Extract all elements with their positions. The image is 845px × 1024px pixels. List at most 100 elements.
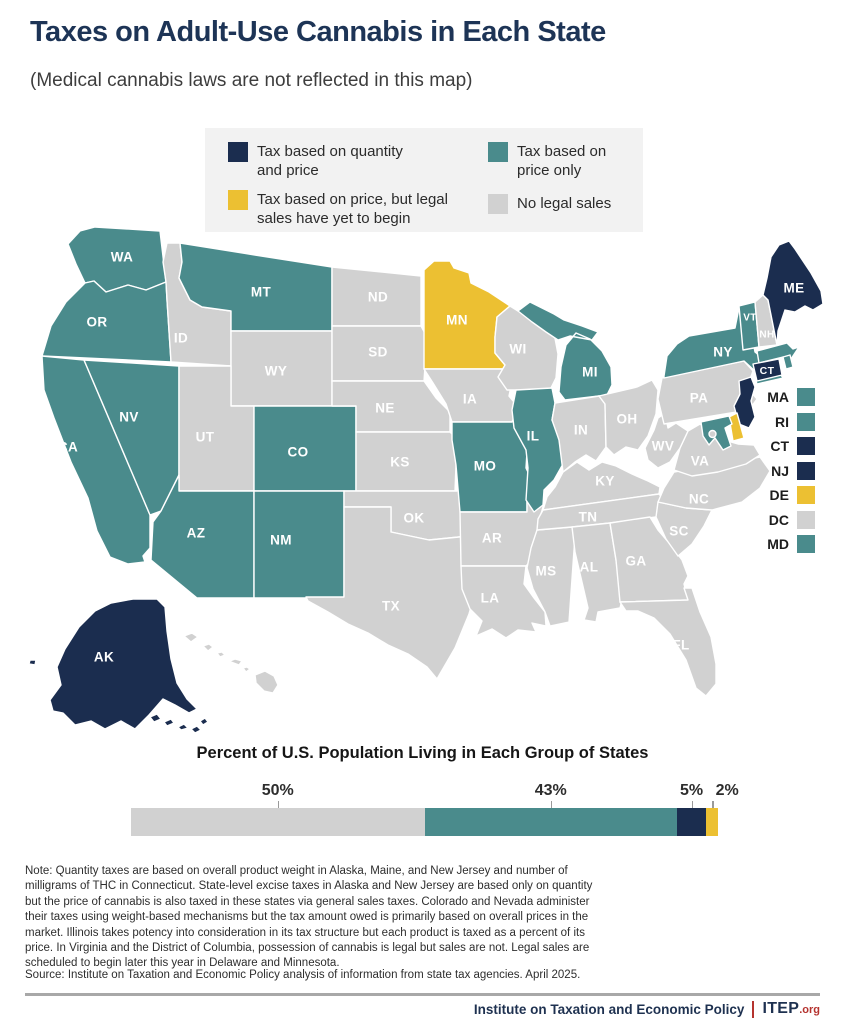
small-state-label-DC: DC — [768, 511, 789, 528]
state-MI — [517, 301, 613, 401]
state-label-PA: PA — [690, 391, 709, 406]
category-legend: Tax based on quantity and price Tax base… — [205, 128, 643, 232]
state-GA — [609, 516, 689, 603]
small-state-label-MA: MA — [767, 389, 789, 405]
state-label-SC: SC — [669, 524, 689, 539]
state-label-IL: IL — [527, 429, 540, 444]
state-label-NM: NM — [270, 533, 292, 548]
state-label-CO: CO — [287, 445, 308, 460]
state-label-NV: NV — [119, 410, 139, 425]
state-DE — [728, 412, 745, 442]
bar-tick-quantity_price — [691, 801, 694, 808]
itep-logo-main: ITEP — [762, 1000, 800, 1017]
small-state-swatch-DC — [797, 510, 815, 529]
state-AK — [28, 598, 209, 734]
legend-swatch-price-pending-sales — [228, 190, 248, 210]
state-OH — [598, 379, 659, 456]
footer-divider — [25, 993, 820, 996]
state-label-UT: UT — [196, 430, 215, 445]
small-state-row-RI: RI — [767, 412, 815, 431]
legend-label: Tax based on price only — [517, 143, 607, 179]
state-label-NC: NC — [689, 492, 709, 507]
small-state-swatch-CT — [797, 437, 815, 455]
state-label-OK: OK — [403, 511, 424, 526]
small-state-row-CT: CT — [767, 437, 815, 455]
small-state-swatch-DE — [797, 486, 815, 504]
small-state-label-MD: MD — [767, 536, 789, 552]
state-KY — [542, 461, 661, 511]
legend-label: Tax based on price, but legal sales have… — [257, 191, 448, 227]
state-label-NH: NH — [759, 330, 774, 341]
small-state-row-DE: DE — [767, 486, 815, 504]
itep-logo: ITEP.org — [762, 1000, 820, 1018]
state-CA — [41, 355, 151, 565]
state-label-VT: VT — [743, 313, 757, 324]
state-label-MI: MI — [582, 365, 598, 380]
legend-swatch-no-legal-sales — [488, 194, 508, 214]
note-text: Note: Quantity taxes are based on overal… — [25, 865, 593, 970]
legend-item-price-only: Tax based on price only — [488, 142, 632, 180]
state-label-LA: LA — [481, 591, 500, 606]
state-label-MN: MN — [446, 313, 468, 328]
small-state-label-NJ: NJ — [771, 462, 789, 479]
page-title: Taxes on Adult-Use Cannabis in Each Stat… — [30, 16, 606, 48]
state-label-TN: TN — [579, 510, 598, 525]
state-label-CA: CA — [58, 440, 78, 455]
bar-value-label-none: 50% — [261, 782, 294, 799]
small-state-swatch-MA — [797, 388, 815, 406]
small-state-swatch-RI — [797, 412, 815, 431]
bar-chart-title: Percent of U.S. Population Living in Eac… — [196, 744, 649, 762]
bar-segment-none — [131, 808, 425, 836]
state-label-NY: NY — [713, 345, 733, 360]
small-state-label-RI: RI — [775, 413, 789, 430]
bar-segment-quantity_price — [676, 808, 707, 836]
footer-separator — [752, 1000, 755, 1018]
small-state-swatch-NJ — [797, 461, 815, 480]
state-LA — [460, 565, 547, 639]
state-NM — [253, 490, 345, 599]
state-label-SD: SD — [368, 345, 388, 360]
bar-value-label-quantity_price: 5% — [680, 782, 704, 799]
state-label-MT: MT — [251, 285, 272, 300]
small-state-row-NJ: NJ — [767, 461, 815, 480]
state-TX — [305, 506, 482, 680]
state-NJ — [733, 376, 756, 429]
legend-item-price-pending-sales: Tax based on price, but legal sales have… — [228, 190, 472, 228]
state-RI — [782, 354, 794, 370]
state-MT — [178, 242, 333, 332]
state-label-ND: ND — [368, 290, 388, 305]
state-HI — [183, 632, 279, 694]
state-label-WI: WI — [509, 342, 526, 357]
state-label-OH: OH — [616, 412, 637, 427]
bar-tick-price_pending — [712, 801, 714, 808]
state-label-NE: NE — [375, 401, 395, 416]
bar-value-label-price_pending: 2% — [715, 782, 739, 799]
footer: Institute on Taxation and Economic Polic… — [474, 1000, 820, 1018]
state-label-AZ: AZ — [187, 526, 206, 541]
bar-segment-price_only — [424, 808, 677, 836]
us-map: WA OR CA NV ID MT WY UT CO AZ NM ND SD NE KS OK TX MN IA MO… — [28, 226, 824, 734]
bar-tick-price_only — [550, 801, 553, 808]
population-bar-chart: 50% 43% 5% 2% — [131, 782, 739, 844]
state-label-GA: GA — [625, 554, 646, 569]
state-label-AR: AR — [482, 531, 502, 546]
small-state-row-DC: DC — [767, 510, 815, 529]
state-label-WY: WY — [265, 364, 288, 379]
state-ME — [762, 240, 824, 346]
bar-tick-none — [277, 801, 280, 808]
state-WV — [644, 412, 689, 469]
small-state-swatch-MD — [797, 535, 815, 553]
state-label-IN: IN — [574, 423, 588, 438]
state-label-AK: AK — [94, 650, 114, 665]
legend-swatch-price-only — [488, 142, 508, 162]
state-label-TX: TX — [382, 599, 400, 614]
state-label-OR: OR — [86, 315, 107, 330]
bar-value-label-price_only: 43% — [534, 782, 567, 799]
population-bar — [131, 808, 718, 836]
state-label-AL: AL — [580, 560, 599, 575]
itep-logo-suffix: .org — [799, 1004, 820, 1016]
state-label-KY: KY — [595, 474, 615, 489]
state-label-WV: WV — [652, 439, 675, 454]
state-label-MS: MS — [535, 564, 556, 579]
